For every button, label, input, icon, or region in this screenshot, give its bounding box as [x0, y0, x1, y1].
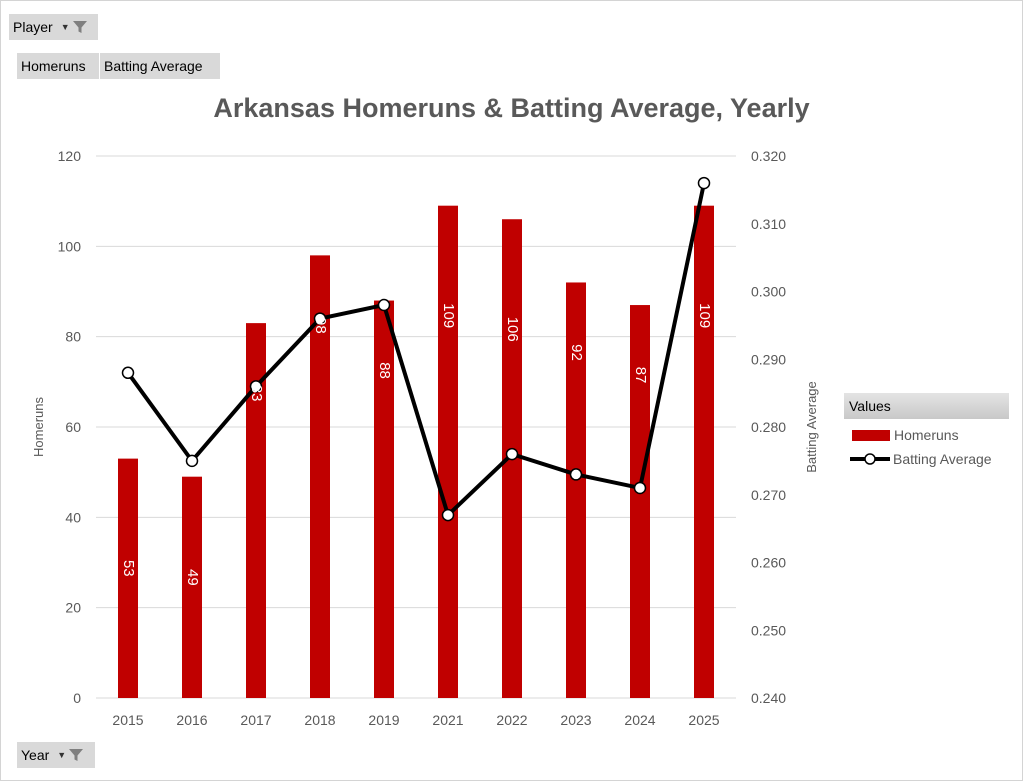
y-tick-label: 80: [65, 329, 81, 345]
legend-bar-swatch: [852, 429, 890, 441]
x-tick-label: 2025: [688, 712, 719, 728]
legend-item-label: Homeruns: [894, 427, 959, 443]
x-tick-label: 2017: [240, 712, 271, 728]
legend-line-swatch: [850, 453, 890, 465]
x-tick-label: 2023: [560, 712, 591, 728]
dropdown-arrow-icon: ▼: [57, 750, 67, 760]
dropdown-arrow-icon: ▼: [60, 22, 70, 32]
bar-homeruns: [310, 255, 330, 698]
bar-homeruns: [374, 300, 394, 698]
x-tick-label: 2021: [432, 712, 463, 728]
point-batting-average: [633, 481, 647, 495]
y-tick-label: 60: [65, 419, 81, 435]
y2-tick-label: 0.300: [751, 284, 786, 300]
y-tick-label: 0: [73, 690, 81, 706]
bar-data-label: 106: [504, 317, 521, 342]
point-batting-average: [249, 380, 263, 393]
x-tick-label: 2019: [368, 712, 399, 728]
y2-axis-title: Batting Average: [804, 381, 819, 473]
value-button-label: Batting Average: [104, 58, 203, 74]
funnel-icon: [72, 21, 87, 33]
point-batting-average: [185, 454, 199, 468]
x-tick-label: 2016: [176, 712, 207, 728]
y-tick-label: 20: [65, 600, 81, 616]
legend-header[interactable]: Values: [844, 393, 1009, 419]
bar-homeruns: [630, 305, 650, 698]
legend: Values Homeruns Batting Average: [844, 393, 1009, 467]
year-filter-button[interactable]: Year ▼: [17, 742, 95, 768]
value-button-label: Homeruns: [21, 58, 86, 74]
bar-data-label: 87: [632, 367, 649, 384]
bar-homeruns: [118, 458, 138, 698]
line-batting-average: [126, 182, 706, 518]
x-tick-label: 2018: [304, 712, 335, 728]
point-batting-average: [377, 298, 391, 312]
y2-tick-label: 0.290: [751, 351, 786, 367]
bar-homeruns: [694, 205, 714, 698]
year-filter-label: Year: [21, 747, 50, 763]
bar-data-label: 49: [184, 569, 201, 586]
x-tick-label: 2024: [624, 712, 655, 728]
y-tick-label: 100: [58, 238, 82, 254]
bar-data-label: 53: [120, 560, 137, 577]
chart-title: Arkansas Homeruns & Batting Average, Yea…: [213, 93, 810, 123]
bar-data-label: 98: [312, 317, 329, 334]
y2-tick-label: 0.280: [751, 419, 786, 435]
bar-data-label: 88: [376, 362, 393, 379]
y-tick-label: 40: [65, 509, 81, 525]
y2-tick-label: 0.260: [751, 555, 786, 571]
y2-tick-label: 0.310: [751, 216, 786, 232]
legend-item-label: Batting Average: [893, 451, 992, 467]
y-axis-title: Homeruns: [31, 397, 46, 457]
bar-data-label: 92: [568, 344, 585, 361]
y2-tick-label: 0.320: [751, 148, 786, 164]
bar-homeruns: [566, 282, 586, 698]
y-tick-label: 120: [58, 148, 82, 164]
bar-data-label: 109: [696, 303, 713, 328]
point-batting-average: [441, 508, 455, 522]
x-tick-label: 2022: [496, 712, 527, 728]
x-tick-label: 2015: [112, 712, 143, 728]
bar-homeruns: [182, 476, 202, 698]
value-button-batting-average[interactable]: Batting Average: [100, 53, 220, 79]
funnel-icon: [69, 749, 84, 761]
value-button-homeruns[interactable]: Homeruns: [17, 53, 99, 79]
y2-tick-label: 0.270: [751, 487, 786, 503]
player-filter-label: Player: [13, 19, 53, 35]
bar-homeruns: [246, 323, 266, 698]
point-batting-average: [313, 312, 327, 325]
point-batting-average: [505, 447, 519, 461]
point-batting-average: [569, 468, 583, 481]
legend-item-homeruns[interactable]: Homeruns: [844, 427, 1009, 443]
legend-header-label: Values: [849, 398, 891, 414]
point-batting-average: [697, 176, 711, 190]
bar-data-label: 83: [248, 385, 265, 402]
legend-item-batting-average[interactable]: Batting Average: [844, 451, 1009, 467]
y2-tick-label: 0.250: [751, 622, 786, 638]
y2-tick-label: 0.240: [751, 690, 786, 706]
player-filter-button[interactable]: Player ▼: [9, 14, 98, 40]
bar-data-label: 109: [440, 303, 457, 328]
point-batting-average: [121, 366, 135, 380]
bar-homeruns: [438, 205, 458, 698]
